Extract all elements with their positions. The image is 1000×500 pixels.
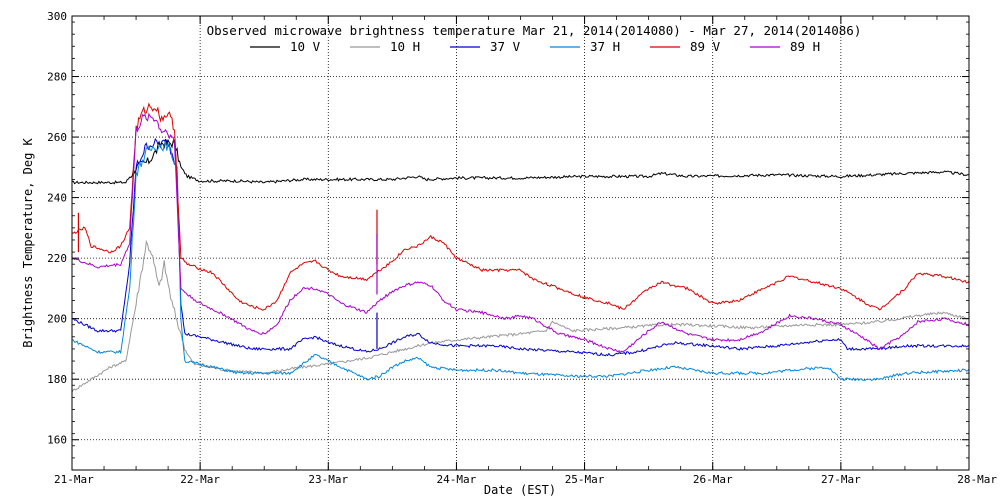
x-axis-title: Date (EST): [484, 483, 556, 497]
y-tick-label: 200: [47, 313, 67, 326]
series-line-37-v: [71, 137, 970, 357]
series-line-10-h: [71, 239, 969, 393]
x-tick-label: 27-Mar: [821, 473, 861, 486]
legend-label: 37 H: [590, 39, 620, 54]
x-tick-label: 28-Mar: [957, 473, 997, 486]
grid: [72, 16, 969, 470]
legend-label: 89 H: [790, 39, 820, 54]
legend-label: 10 H: [390, 39, 420, 54]
y-tick-label: 300: [47, 10, 67, 23]
y-tick-label: 180: [47, 373, 67, 386]
series-line-37-h: [71, 140, 970, 382]
x-tick-label: 21-Mar: [54, 473, 94, 486]
y-tick-label: 280: [47, 71, 67, 84]
y-tick-label: 220: [47, 252, 67, 265]
x-tick-label: 23-Mar: [308, 473, 348, 486]
legend-label: 37 V: [490, 39, 521, 54]
y-tick-label: 240: [47, 192, 67, 205]
x-tick-label: 26-Mar: [693, 473, 733, 486]
ticks: 160 180 200 220 240 260 280 300 21-Mar 22-Mar 23-M…: [47, 10, 997, 486]
legend-label: 10 V: [290, 39, 321, 54]
chart-title: Observed microwave brightness temperatur…: [207, 23, 862, 38]
y-axis-title: Brightness Temperature, Deg K: [21, 137, 35, 347]
y-tick-label: 160: [47, 434, 67, 447]
x-tick-label: 25-Mar: [565, 473, 605, 486]
series-layer: [71, 102, 970, 393]
legend-label: 89 V: [690, 39, 721, 54]
series-line-10-v: [71, 138, 970, 185]
y-tick-label: 260: [47, 131, 67, 144]
x-tick-label: 22-Mar: [180, 473, 220, 486]
x-tick-label: 24-Mar: [437, 473, 477, 486]
series-line-89-h: [71, 112, 970, 353]
series-line-89-v: [71, 102, 970, 311]
legend: 10 V 10 H 37 V 37 H 89 V 89 H: [250, 39, 820, 54]
